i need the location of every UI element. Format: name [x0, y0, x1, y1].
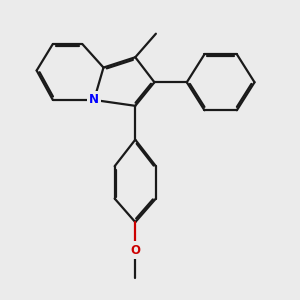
Text: N: N: [89, 93, 99, 106]
Text: O: O: [130, 244, 140, 256]
